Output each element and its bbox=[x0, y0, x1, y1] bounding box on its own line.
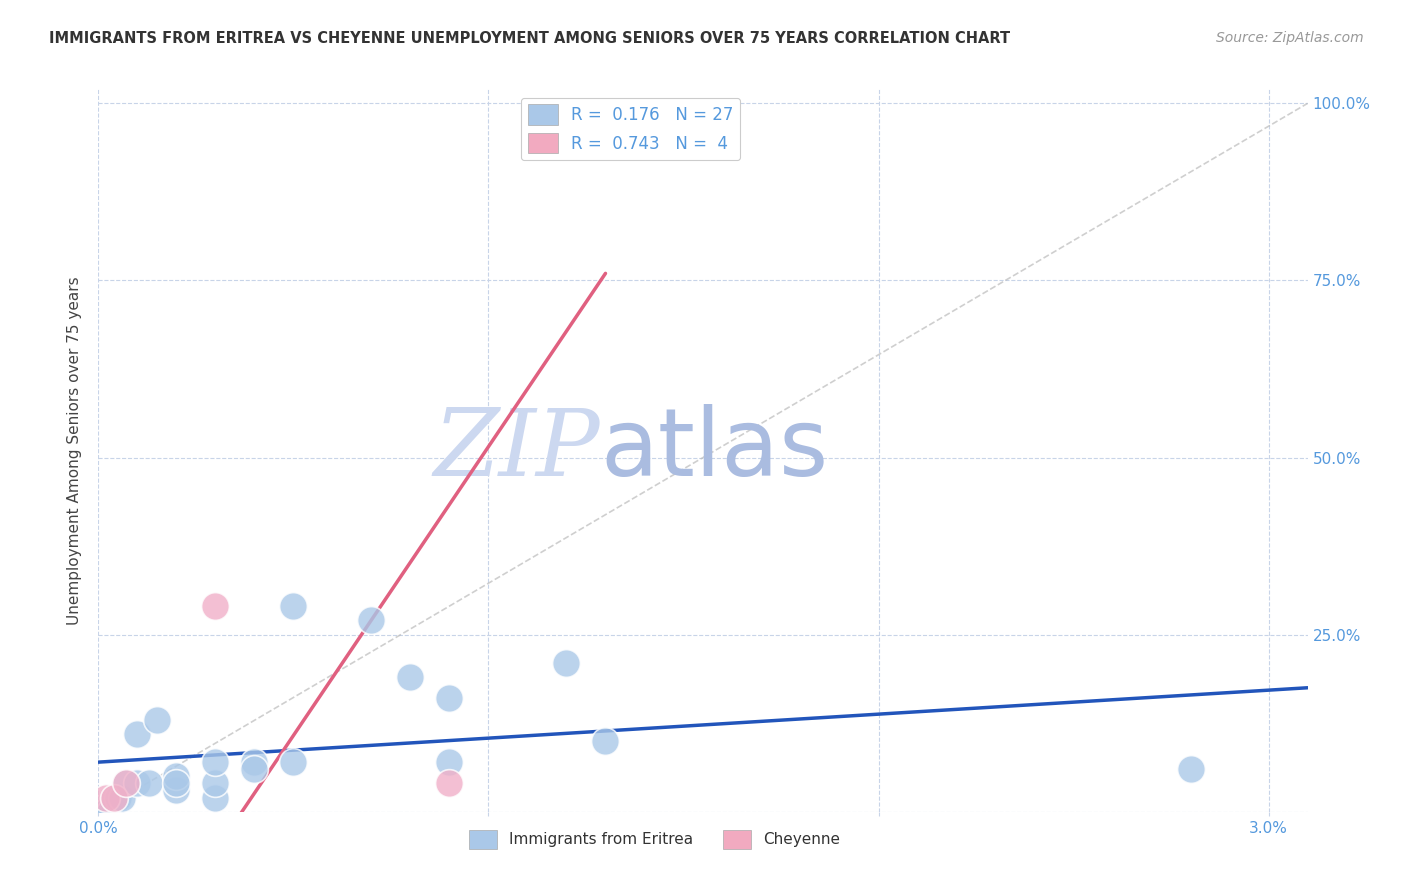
Point bbox=[595, 734, 617, 748]
Point bbox=[283, 755, 305, 769]
Point bbox=[107, 790, 129, 805]
Point bbox=[204, 599, 226, 614]
Text: IMMIGRANTS FROM ERITREA VS CHEYENNE UNEMPLOYMENT AMONG SENIORS OVER 75 YEARS COR: IMMIGRANTS FROM ERITREA VS CHEYENNE UNEM… bbox=[49, 31, 1011, 46]
Point bbox=[111, 790, 134, 805]
Text: atlas: atlas bbox=[600, 404, 828, 497]
Point bbox=[204, 755, 226, 769]
Point bbox=[243, 762, 266, 776]
Point bbox=[96, 790, 118, 805]
Point bbox=[439, 755, 461, 769]
Point bbox=[204, 776, 226, 790]
Point bbox=[127, 727, 149, 741]
Point bbox=[103, 790, 125, 805]
Point bbox=[204, 790, 226, 805]
Point bbox=[555, 656, 578, 670]
Point bbox=[1180, 762, 1202, 776]
Point bbox=[399, 670, 422, 684]
Point bbox=[439, 776, 461, 790]
Point bbox=[165, 783, 187, 797]
Point bbox=[138, 776, 160, 790]
Point bbox=[439, 691, 461, 706]
Text: ZIP: ZIP bbox=[433, 406, 600, 495]
Point bbox=[114, 776, 136, 790]
Point bbox=[114, 776, 136, 790]
Y-axis label: Unemployment Among Seniors over 75 years: Unemployment Among Seniors over 75 years bbox=[67, 277, 83, 624]
Point bbox=[127, 776, 149, 790]
Point bbox=[146, 713, 169, 727]
Point bbox=[103, 790, 125, 805]
Point bbox=[96, 805, 118, 819]
Legend: Immigrants from Eritrea, Cheyenne: Immigrants from Eritrea, Cheyenne bbox=[463, 824, 846, 855]
Point bbox=[360, 614, 382, 628]
Text: Source: ZipAtlas.com: Source: ZipAtlas.com bbox=[1216, 31, 1364, 45]
Point bbox=[243, 755, 266, 769]
Point bbox=[98, 805, 121, 819]
Point bbox=[165, 769, 187, 783]
Point bbox=[165, 776, 187, 790]
Point bbox=[283, 599, 305, 614]
